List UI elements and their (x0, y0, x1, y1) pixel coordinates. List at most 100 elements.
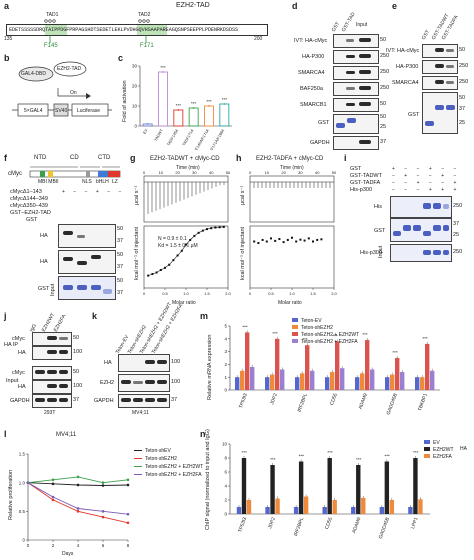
chart-h-point-6 (278, 238, 281, 241)
panel-i-row-1: GST (374, 228, 386, 234)
panel-k-mw-0: 100 (171, 359, 181, 365)
panel-a-mut-arrows (49, 35, 147, 43)
l-point-1-1 (51, 498, 55, 502)
l-ytick-label-3: 1.5 (19, 452, 26, 457)
chart-m-bar-2-0 (295, 377, 300, 390)
chart-m-cat-4: ADAM9 (358, 392, 369, 410)
panel-j-row-2: cMyc (12, 370, 25, 376)
l-point-1-2 (76, 510, 80, 513)
panel-d-mw-0: 50 (380, 37, 387, 43)
l-point-1-3 (101, 515, 105, 519)
chart-m-ytick-label-1: 1 (224, 375, 227, 380)
chart-h-point-16 (320, 238, 323, 241)
chart-m-bar-4-1 (360, 373, 365, 390)
panel-i-mw-1: 37 (453, 221, 460, 227)
panel-l-legend: Teton-shEV Teton-shEZH2 Teton-shEZH2 + E… (134, 448, 203, 480)
panel-j-mw-0: 50 (73, 335, 80, 341)
panel-n-legend: EV EZH2WT EZH2FA (424, 440, 454, 461)
panel-k-blot-ha (118, 354, 170, 372)
chart-m-ytick-label-4: 4 (224, 336, 227, 341)
panel-l-legend-0: Teton-shEV (145, 448, 171, 454)
chart-m-bar-4-2 (365, 340, 370, 390)
chart-g-point-12 (197, 231, 200, 234)
chart-n-ytick-label-2: 4 (224, 484, 227, 489)
panel-f-cmyc-diagram (29, 166, 121, 178)
panel-d-blot-gapdh (333, 136, 379, 150)
panel-b-luc: Luciferase (77, 108, 101, 114)
chart-m-star-0: *** (242, 324, 248, 329)
c-bar-4 (204, 105, 214, 127)
chart-m-bar-5-3 (400, 372, 405, 390)
l-ytick-label-2: 1.0 (19, 480, 26, 485)
l-point-3-1 (51, 495, 55, 499)
panel-m-legend: Teton-EV Teton-shEZH2 Teton-shEZH2 + EZH… (292, 318, 359, 346)
panel-f-construct-4: GST (26, 217, 38, 223)
panel-i-cond-3: His-p300 (350, 187, 373, 193)
panel-j-mw-4: 37 (73, 397, 80, 403)
chart-n-ytick-label-1: 2 (224, 498, 227, 503)
panel-d-blot-gst (333, 114, 379, 134)
l-point-2-4 (126, 478, 130, 482)
c-bar-5 (219, 103, 230, 127)
chart-m-ytick-label-2: 2 (224, 362, 227, 367)
chart-n-bar-0-1 (241, 458, 247, 514)
panel-f-mw-2: 50 (117, 252, 124, 258)
panel-k-blot-ezh2 (118, 374, 170, 392)
chart-h-xtop-5: 50 (332, 170, 337, 175)
l-point-2-2 (76, 475, 80, 479)
panel-f-domain-cd: CD (70, 155, 79, 161)
chart-n-star-6: *** (413, 450, 419, 455)
panel-l-legend-3: Teton-shEZH2 + EZH2FA (145, 472, 202, 478)
panel-f-blot-label-2: GST (38, 286, 50, 292)
chart-n-cat-6: LPP1 (410, 516, 420, 529)
panel-e-blot-gst (422, 92, 458, 134)
c-bar-dot-3 (192, 107, 195, 109)
panel-f-domain-ntd: NTD (34, 155, 47, 161)
c-bar-3 (188, 107, 199, 127)
panel-d-row-6: GAPDH (310, 140, 330, 146)
panel-b-ezh2tad: EZH2-TAD (57, 66, 82, 72)
panel-d-mw-2: 250 (380, 69, 390, 75)
panel-k-row-0: HA (104, 360, 112, 366)
chart-g-point-15 (210, 227, 213, 230)
panel-label-k: k (92, 311, 98, 321)
panel-j-blot-in-gapdh (32, 394, 72, 408)
panel-e-row-2: SMARCA4 (392, 80, 419, 86)
l-ytick-label-0: 0 (22, 538, 25, 543)
chart-m-cat-5: GADD45B (386, 393, 399, 416)
chart-g-xtick-label-4: 2.0 (225, 291, 231, 296)
panel-d-blot-smarca4 (333, 66, 379, 80)
chart-n-ytick-label-5: 10 (222, 442, 228, 447)
panel-label-g: g (130, 153, 136, 163)
panel-h-chart: 0 10 20 30 40 50 0 0.5 1.0 1.5 2.0 (249, 170, 338, 296)
panel-f-feature-mb: MBI MBII (38, 179, 59, 185)
chart-g-point-11 (193, 234, 196, 237)
panel-e-row-3: GST (408, 112, 420, 118)
panel-label-i: i (344, 153, 347, 163)
chart-g-xtop-3: 30 (192, 170, 197, 175)
panel-m-legend-0: Teton-EV (301, 318, 322, 324)
panel-f-construct-2: cMycΔ350–439 (10, 203, 48, 209)
chart-h-xtop-3: 30 (298, 170, 303, 175)
c-star-5: *** (222, 97, 228, 102)
chart-m-cat-3: CD55 (329, 392, 339, 406)
panel-a-title: EZH2-TAD (176, 2, 210, 9)
l-xtick-label-1: 2 (52, 543, 55, 548)
chart-m-bar-4-3 (370, 369, 375, 390)
chart-m-bar-6-2 (425, 343, 430, 390)
panel-f-blot-label-1: HA (40, 259, 48, 265)
panel-l-title: MV4;11 (56, 432, 77, 438)
panel-j-row-1: HA (18, 350, 26, 356)
panel-e-mw-0: 50 (459, 47, 466, 53)
chart-m-bar-0-3 (250, 366, 255, 390)
panel-label-l: l (4, 429, 7, 439)
chart-g-xtop-1: 10 (159, 170, 164, 175)
chart-m-bar-6-1 (420, 377, 425, 390)
panel-f-mw-3: 37 (117, 264, 124, 270)
c-cat-0: EV (143, 128, 149, 135)
chart-n-ytick-label-0: 0 (224, 512, 227, 517)
panel-n-legend-group: HA (460, 446, 467, 452)
chart-m-bar-1-1 (270, 374, 275, 390)
panel-label-e: e (392, 1, 398, 11)
panel-i-blot-his (390, 196, 452, 218)
